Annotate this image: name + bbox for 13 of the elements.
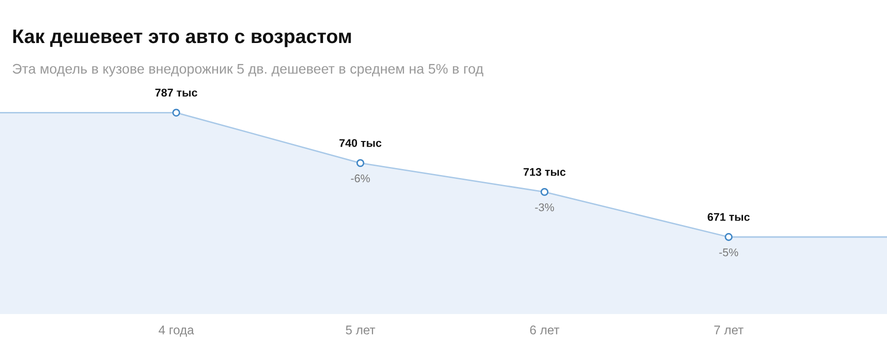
- x-tick-label: 5 лет: [346, 326, 376, 334]
- annotation: -6%: [350, 174, 370, 182]
- x-tick-label: 4 года: [158, 326, 194, 337]
- data-label: 671 тыс: [708, 213, 750, 221]
- data-label: 787 тыс: [155, 88, 198, 97]
- annotation: -3%: [535, 203, 554, 212]
- x-tick-label: 6 лет: [530, 326, 560, 334]
- annotation: -5%: [719, 248, 738, 256]
- chart-subtitle: Эта модель в кузове внедорожник 5 дв. дешевеет в среднем на 5% в год: [12, 64, 484, 76]
- data-label: 713 тыс: [524, 168, 566, 176]
- data-label: 740 тыс: [339, 139, 382, 147]
- x-tick-label: 7 лет: [714, 326, 744, 334]
- chart-title: Как дешевеет это авто с возрастом: [13, 30, 351, 48]
